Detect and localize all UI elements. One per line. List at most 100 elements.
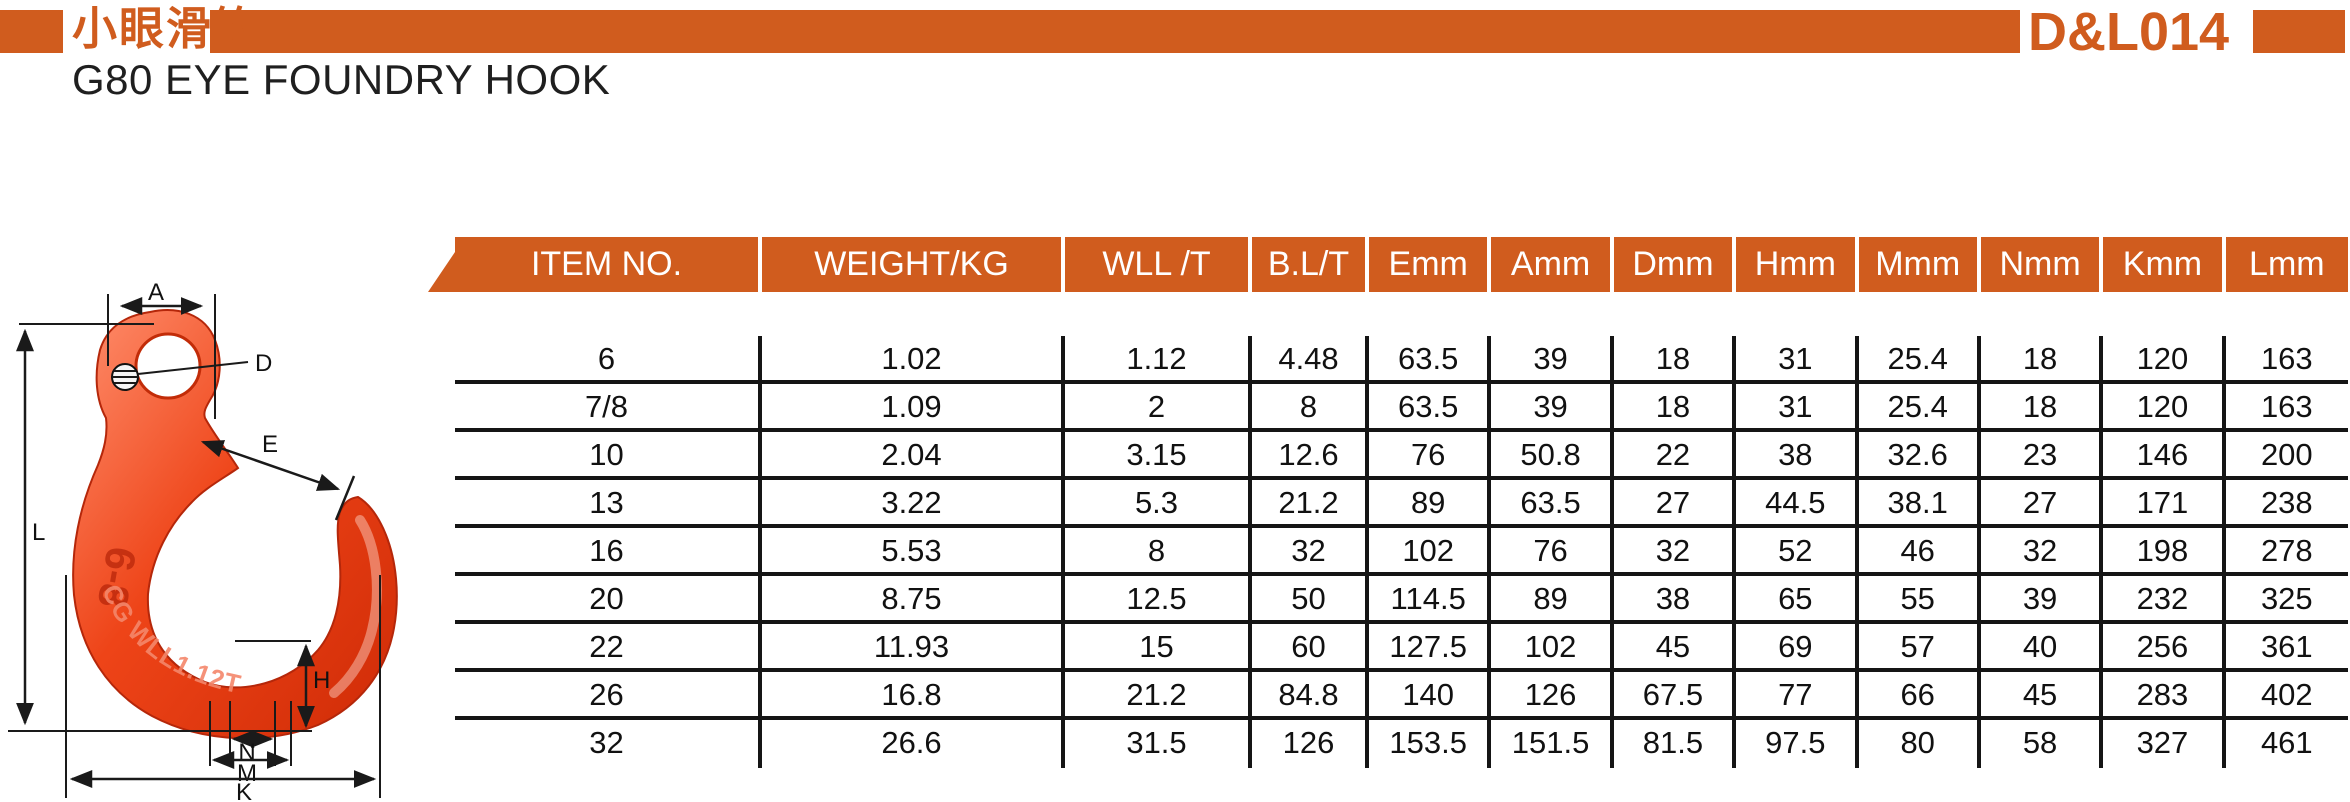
table-cell: 63.5 (1369, 384, 1492, 432)
dim-label-d: D (255, 350, 272, 377)
table-cell: 38 (1613, 576, 1737, 624)
table-cell: 65 (1736, 576, 1859, 624)
table-cell: 60 (1252, 624, 1369, 672)
table-cell: 114.5 (1369, 576, 1492, 624)
table-cell: 55 (1858, 576, 1981, 624)
column-header: Lmm (2225, 237, 2348, 292)
table-cell: 52 (1736, 528, 1859, 576)
table-cell: 63.5 (1369, 336, 1492, 384)
table-cell: 32 (1252, 528, 1369, 576)
table-cell: 5.53 (762, 528, 1065, 576)
column-header: B.L/T (1252, 237, 1369, 292)
table-cell: 22 (1613, 432, 1737, 480)
product-title-chinese: 小眼滑钩 (72, 3, 261, 54)
table-cell: 12.6 (1252, 432, 1369, 480)
table-cell: 97.5 (1736, 720, 1859, 768)
table-cell: 8.75 (762, 576, 1065, 624)
table-cell: 20 (455, 576, 762, 624)
table-cell: 81.5 (1614, 720, 1737, 768)
table-cell: 15 (1065, 624, 1252, 672)
table-cell: 39 (1491, 384, 1614, 432)
table-cell: 32 (455, 720, 762, 768)
table-cell: 151.5 (1491, 720, 1614, 768)
table-header-flag (428, 252, 455, 292)
table-cell: 32.6 (1858, 432, 1981, 480)
header-bar-segment-left (0, 10, 63, 53)
table-cell: 140 (1369, 672, 1492, 720)
table-cell: 25.4 (1858, 336, 1981, 384)
table-cell: 232 (2103, 576, 2226, 624)
model-code: D&L014 (2028, 2, 2230, 62)
table-cell: 26.6 (762, 720, 1065, 768)
table-cell: 18 (1980, 384, 2104, 432)
dim-label-l: L (32, 519, 45, 546)
table-cell: 126 (1252, 720, 1369, 768)
column-header: Mmm (1858, 237, 1981, 292)
column-header: WEIGHT/KG (762, 237, 1065, 292)
table-cell: 45 (1980, 672, 2104, 720)
table-cell: 58 (1981, 720, 2104, 768)
table-cell: 2.04 (762, 432, 1065, 480)
product-title-english: G80 EYE FOUNDRY HOOK (72, 56, 611, 103)
table-cell: 461 (2260, 725, 2313, 760)
table-cell: 8 (1065, 528, 1252, 576)
table-cell: 84.8 (1252, 672, 1369, 720)
table-cell: 26 (455, 672, 762, 720)
table-cell: 31 (1736, 336, 1859, 384)
table-cell: 361 (2225, 624, 2348, 672)
hook-diagram: 6-8 CG WLL1.12T A D E L H (8, 280, 398, 802)
table-cell: 120 (2103, 384, 2226, 432)
dimension-annotations: A D E L H N M K (8, 280, 381, 802)
column-header: WLL /T (1065, 237, 1252, 292)
table-cell: 278 (2225, 528, 2348, 576)
spec-table-header: ITEM NO. WEIGHT/KG WLL /T B.L/T Emm Amm Dmm Hmm… (455, 237, 2348, 292)
table-cell: 256 (2103, 624, 2226, 672)
table-cell: 12.5 (1065, 576, 1252, 624)
table-cell: 46 (1858, 528, 1981, 576)
dim-label-e: E (262, 431, 278, 458)
header-bar-segment-right (2253, 10, 2345, 53)
table-cell: 127.5 (1369, 624, 1492, 672)
dim-label-h: H (313, 667, 330, 694)
table-cell: 31.5 (1065, 720, 1252, 768)
table-cell: 22 (455, 624, 762, 672)
table-cell: 102 (1491, 624, 1614, 672)
column-header: Dmm (1613, 237, 1737, 292)
table-cell: 50 (1252, 576, 1369, 624)
table-cell: 39 (1980, 576, 2104, 624)
table-cell: 38 (1736, 432, 1859, 480)
table-cell: 171 (2103, 480, 2226, 528)
table-cell: 27 (1613, 480, 1737, 528)
column-header: Nmm (1980, 237, 2104, 292)
dim-label-a: A (148, 280, 164, 306)
column-header: Amm (1491, 237, 1614, 292)
table-cell: 7/8 (455, 384, 762, 432)
table-cell: 63.5 (1491, 480, 1614, 528)
header-bar-segment-middle (210, 10, 2020, 53)
table-cell: 402 (2225, 672, 2348, 720)
table-cell: 16.8 (762, 672, 1065, 720)
table-cell: 283 (2103, 672, 2226, 720)
table-cell: 11.93 (762, 624, 1065, 672)
table-cell: 69 (1736, 624, 1859, 672)
table-cell: 153.5 (1369, 720, 1492, 768)
column-header: Emm (1369, 237, 1492, 292)
table-cell: 27 (1980, 480, 2104, 528)
table-cell: 163 (2225, 384, 2348, 432)
hook-eye-hole (134, 332, 202, 400)
table-cell: 32 (1613, 528, 1737, 576)
column-header: ITEM NO. (455, 237, 762, 292)
table-cell: 40 (1980, 624, 2104, 672)
table-cell: 21.2 (1252, 480, 1369, 528)
table-cell: 76 (1491, 528, 1614, 576)
table-cell: 198 (2103, 528, 2226, 576)
table-cell: 238 (2225, 480, 2348, 528)
table-cell: 18 (1980, 336, 2104, 384)
table-cell: 126 (1491, 672, 1614, 720)
table-cell: 1.09 (762, 384, 1065, 432)
table-cell: 3.15 (1065, 432, 1252, 480)
table-cell: 327 (2103, 720, 2226, 768)
table-cell: 67.5 (1613, 672, 1737, 720)
table-cell: 8 (1252, 384, 1369, 432)
table-cell: 1.12 (1065, 336, 1252, 384)
